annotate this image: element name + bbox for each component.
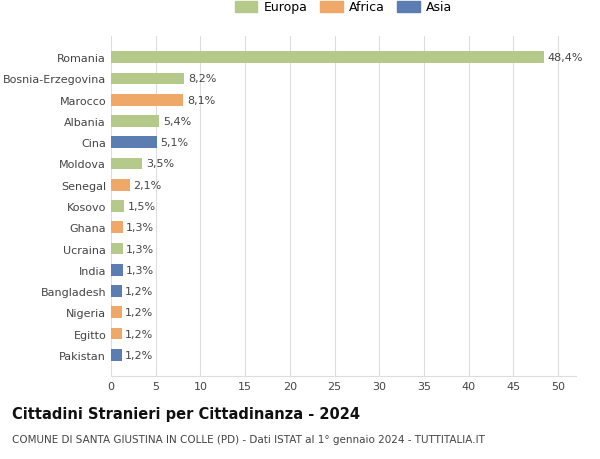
Text: 1,3%: 1,3% [126, 265, 154, 275]
Bar [111, 116, 159, 128]
Bar [111, 201, 124, 213]
Text: 1,2%: 1,2% [125, 308, 154, 318]
Text: 8,1%: 8,1% [187, 95, 215, 106]
Bar [111, 95, 184, 106]
Bar [111, 243, 122, 255]
Text: 2,1%: 2,1% [133, 180, 161, 190]
Text: 48,4%: 48,4% [547, 53, 583, 63]
Text: 1,2%: 1,2% [125, 329, 154, 339]
Text: Cittadini Stranieri per Cittadinanza - 2024: Cittadini Stranieri per Cittadinanza - 2… [12, 406, 360, 421]
Bar [111, 349, 122, 361]
Bar [111, 222, 122, 234]
Bar [111, 52, 544, 64]
Text: 3,5%: 3,5% [146, 159, 174, 169]
Bar [111, 179, 130, 191]
Bar [111, 328, 122, 340]
Bar [111, 307, 122, 319]
Bar [111, 158, 142, 170]
Text: 5,1%: 5,1% [160, 138, 188, 148]
Text: 8,2%: 8,2% [188, 74, 216, 84]
Bar [111, 264, 122, 276]
Text: COMUNE DI SANTA GIUSTINA IN COLLE (PD) - Dati ISTAT al 1° gennaio 2024 - TUTTITA: COMUNE DI SANTA GIUSTINA IN COLLE (PD) -… [12, 434, 485, 444]
Text: 5,4%: 5,4% [163, 117, 191, 127]
Text: 1,2%: 1,2% [125, 286, 154, 297]
Bar [111, 137, 157, 149]
Text: 1,3%: 1,3% [126, 244, 154, 254]
Text: 1,3%: 1,3% [126, 223, 154, 233]
Bar [111, 285, 122, 297]
Text: 1,2%: 1,2% [125, 350, 154, 360]
Bar [111, 73, 184, 85]
Legend: Europa, Africa, Asia: Europa, Africa, Asia [232, 0, 455, 17]
Text: 1,5%: 1,5% [128, 202, 156, 212]
